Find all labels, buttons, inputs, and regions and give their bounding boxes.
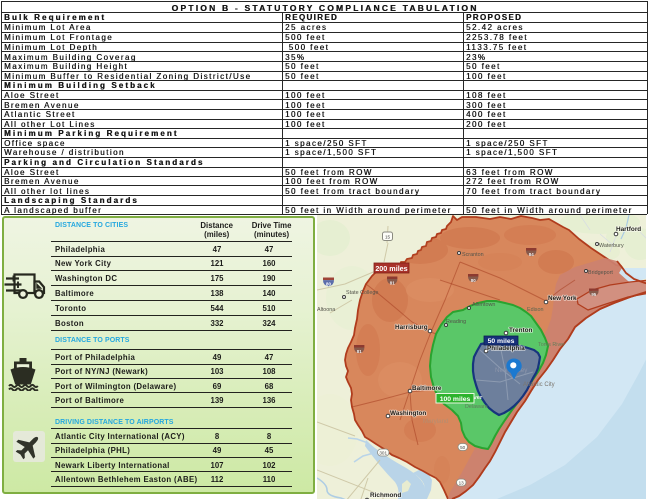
svg-text:81: 81 bbox=[357, 349, 362, 354]
svg-text:301: 301 bbox=[379, 451, 387, 456]
svg-text:15: 15 bbox=[385, 235, 391, 240]
svg-text:Altoona: Altoona bbox=[317, 307, 335, 313]
svg-text:Atlantic City: Atlantic City bbox=[523, 382, 555, 388]
svg-text:over: over bbox=[470, 395, 483, 401]
svg-text:81: 81 bbox=[390, 281, 395, 286]
svg-text:80: 80 bbox=[471, 278, 476, 283]
svg-text:Maryland: Maryland bbox=[423, 418, 449, 425]
svg-text:95: 95 bbox=[591, 292, 596, 297]
svg-text:Scranton: Scranton bbox=[462, 252, 484, 258]
svg-text:Bridgeport: Bridgeport bbox=[588, 270, 613, 276]
svg-text:100 miles: 100 miles bbox=[440, 396, 471, 403]
svg-text:Reading: Reading bbox=[446, 319, 466, 325]
svg-text:State College: State College bbox=[346, 290, 378, 296]
svg-text:84: 84 bbox=[529, 252, 534, 257]
svg-text:Philadelphia: Philadelphia bbox=[487, 345, 525, 352]
svg-text:Washington: Washington bbox=[390, 410, 426, 417]
svg-text:Allentown: Allentown bbox=[472, 302, 495, 308]
svg-text:Harrisburg: Harrisburg bbox=[395, 324, 428, 331]
svg-text:Trenton: Trenton bbox=[509, 327, 533, 334]
svg-text:50 miles: 50 miles bbox=[488, 338, 515, 345]
svg-text:Baltimore: Baltimore bbox=[412, 385, 442, 392]
svg-text:80: 80 bbox=[326, 282, 331, 287]
svg-text:New York: New York bbox=[548, 295, 577, 302]
svg-text:Edison: Edison bbox=[527, 307, 543, 313]
svg-text:Toms River: Toms River bbox=[538, 342, 565, 348]
svg-text:Hartford: Hartford bbox=[616, 226, 641, 233]
svg-text:Richmond: Richmond bbox=[370, 492, 401, 499]
svg-text:13: 13 bbox=[459, 481, 465, 486]
svg-text:200 miles: 200 miles bbox=[375, 264, 407, 273]
svg-text:50: 50 bbox=[460, 445, 466, 450]
svg-text:Waterbury: Waterbury bbox=[599, 243, 624, 249]
svg-text:Delaware: Delaware bbox=[465, 404, 488, 410]
